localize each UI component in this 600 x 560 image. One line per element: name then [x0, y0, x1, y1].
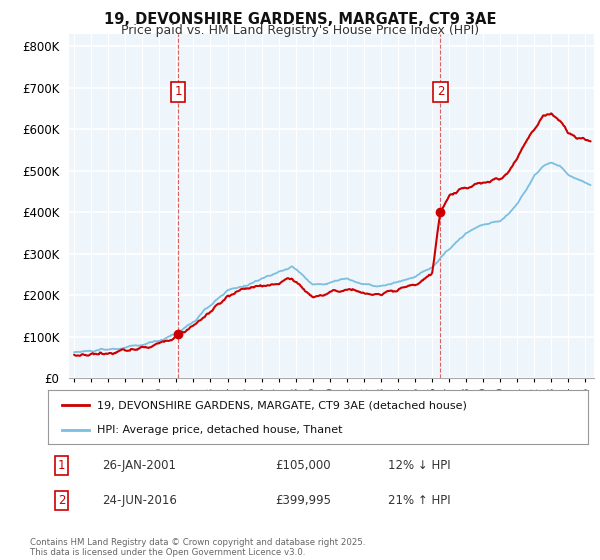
Text: 1: 1 [58, 459, 65, 472]
Text: Price paid vs. HM Land Registry's House Price Index (HPI): Price paid vs. HM Land Registry's House … [121, 24, 479, 37]
Text: 26-JAN-2001: 26-JAN-2001 [102, 459, 176, 472]
Text: 2: 2 [437, 85, 445, 98]
Text: 19, DEVONSHIRE GARDENS, MARGATE, CT9 3AE (detached house): 19, DEVONSHIRE GARDENS, MARGATE, CT9 3AE… [97, 400, 466, 410]
Text: Contains HM Land Registry data © Crown copyright and database right 2025.
This d: Contains HM Land Registry data © Crown c… [30, 538, 365, 557]
Text: £399,995: £399,995 [275, 494, 331, 507]
Text: 12% ↓ HPI: 12% ↓ HPI [388, 459, 451, 472]
Text: 1: 1 [175, 85, 182, 98]
Text: HPI: Average price, detached house, Thanet: HPI: Average price, detached house, Than… [97, 425, 342, 435]
Text: 21% ↑ HPI: 21% ↑ HPI [388, 494, 451, 507]
Text: 2: 2 [58, 494, 65, 507]
Text: 19, DEVONSHIRE GARDENS, MARGATE, CT9 3AE: 19, DEVONSHIRE GARDENS, MARGATE, CT9 3AE [104, 12, 496, 27]
Text: £105,000: £105,000 [275, 459, 331, 472]
Text: 24-JUN-2016: 24-JUN-2016 [102, 494, 177, 507]
